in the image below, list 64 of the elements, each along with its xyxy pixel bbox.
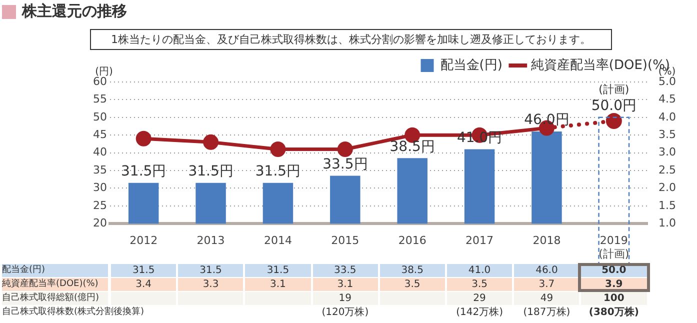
y-tick-label: 30 (92, 181, 107, 194)
text: 31.5 (178, 264, 244, 277)
y-tick-label: 55 (92, 92, 107, 106)
legend-label: 配当金(円) (440, 58, 502, 73)
data-label: 50.0円 (591, 98, 636, 114)
text: 41.0 (446, 264, 512, 277)
y-tick-label: 20 (92, 216, 107, 230)
text: 3.9 (581, 278, 646, 291)
annotation: 29 (446, 292, 512, 305)
y2-tick-label: 1.5 (658, 198, 676, 212)
data-label: 31.5円 (121, 164, 166, 180)
data-label: 31.5円 (255, 164, 301, 180)
text: 38.5 (380, 264, 445, 277)
y-tick-label: 25 (92, 198, 107, 212)
x-tick-label: 2016 (398, 234, 426, 248)
x-tick-label: 2013 (196, 234, 225, 248)
y-tick-label: 45 (92, 128, 107, 141)
text: 31.5 (245, 264, 311, 277)
text: 純資産配当率(DOE)(%) (2, 278, 108, 291)
data-label: 33.5円 (322, 156, 368, 172)
annotation: (計画) (598, 82, 630, 96)
x-tick-label: 2017 (466, 234, 494, 248)
y-tick-label: 40 (92, 146, 107, 159)
data-label: 46.0円 (524, 112, 570, 128)
x-tick-label: 2014 (264, 234, 292, 248)
text: 3.5 (446, 278, 512, 291)
y2-tick-label: 5.0 (658, 74, 676, 88)
chart-title: 株主還元の推移 (22, 2, 127, 21)
y-tick-label: 50 (92, 110, 107, 124)
x-tick-label: 2019 (計画) (598, 234, 630, 260)
data-label: 38.5円 (390, 138, 435, 155)
y2-tick-label: 4.5 (658, 92, 676, 106)
text: (380万株) (581, 306, 646, 319)
text: 50.0 (581, 264, 646, 277)
data-label: 31.5円 (188, 164, 234, 180)
chart-subtitle: 1株当たりの配当金、及び自己株式取得株数は、株式分割の影響を加味し遡及修正しております。 (90, 29, 612, 50)
x-tick-label: 2015 (331, 234, 360, 248)
text: 3.1 (312, 278, 378, 291)
x-tick-label: 2012 (130, 234, 158, 248)
text: (142万株) (446, 306, 512, 319)
text: 33.5 (312, 264, 378, 277)
y2-tick-label: 3.5 (658, 128, 676, 141)
annotation: 19 (312, 292, 378, 305)
annotation: 49 (514, 292, 580, 305)
y2-tick-label: 4.0 (658, 110, 676, 124)
text: 3.3 (178, 278, 244, 291)
text: (187万株) (514, 306, 580, 319)
text: 3.7 (514, 278, 580, 291)
y2-tick-label: 2.5 (658, 163, 676, 176)
text: 配当金(円) (2, 264, 108, 277)
x-tick-label: 2018 (532, 234, 561, 248)
y2-tick-label: 2.0 (658, 181, 676, 194)
text: 3.5 (380, 278, 445, 291)
text: 31.5 (110, 264, 176, 277)
y2-tick-label: 1.0 (658, 216, 676, 230)
text: (120万株) (312, 306, 378, 319)
text: 自己株式取得株数(株式分割後換算) (2, 306, 144, 319)
text: 自己株式取得総額(億円) (2, 292, 108, 305)
y2-tick-label: 3.0 (658, 146, 676, 159)
annotation: 100 (581, 292, 646, 305)
text: 46.0 (514, 264, 580, 277)
text: 3.1 (245, 278, 311, 291)
y-tick-label: 35 (92, 163, 107, 176)
text: 3.4 (110, 278, 176, 291)
